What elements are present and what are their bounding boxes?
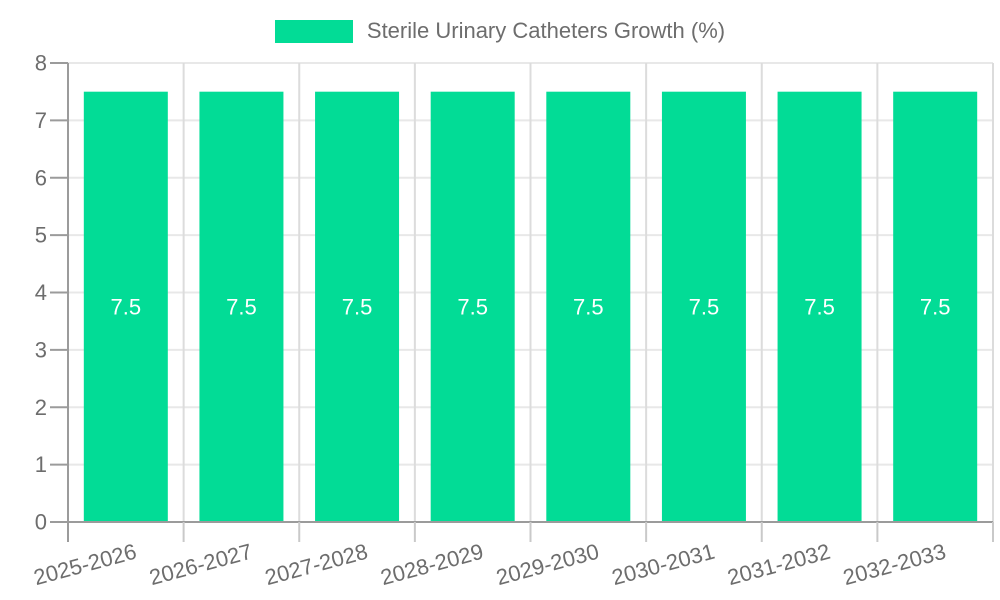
y-tick-label: 7 xyxy=(35,108,47,133)
bar[interactable] xyxy=(315,91,400,522)
bar-value-label: 7.5 xyxy=(342,294,373,319)
x-tick-label: 2026-2027 xyxy=(147,539,255,590)
bar-value-label: 7.5 xyxy=(111,294,142,319)
y-tick-label: 1 xyxy=(35,452,47,477)
bar[interactable] xyxy=(430,91,515,522)
x-tick-label: 2025-2026 xyxy=(31,539,139,590)
x-tick-label: 2028-2029 xyxy=(378,539,486,590)
y-tick-label: 3 xyxy=(35,337,47,362)
bar-value-label: 7.5 xyxy=(573,294,604,319)
chart-legend[interactable]: Sterile Urinary Catheters Growth (%) xyxy=(0,18,1000,44)
y-tick-label: 2 xyxy=(35,395,47,420)
y-tick-label: 4 xyxy=(35,280,47,305)
bar-value-label: 7.5 xyxy=(920,294,951,319)
bar[interactable] xyxy=(199,91,284,522)
legend-swatch xyxy=(274,19,353,43)
x-tick-label: 2027-2028 xyxy=(262,539,370,590)
y-tick-label: 6 xyxy=(35,165,47,190)
bar-value-label: 7.5 xyxy=(689,294,720,319)
x-tick-label: 2032-2033 xyxy=(840,539,948,590)
y-tick-label: 0 xyxy=(35,510,47,535)
bar[interactable] xyxy=(83,91,168,522)
y-tick-label: 8 xyxy=(35,51,47,76)
bar-value-label: 7.5 xyxy=(457,294,488,319)
bar-value-label: 7.5 xyxy=(226,294,257,319)
bar[interactable] xyxy=(546,91,631,522)
bar[interactable] xyxy=(777,91,862,522)
bar[interactable] xyxy=(893,91,978,522)
bar[interactable] xyxy=(661,91,746,522)
x-tick-label: 2030-2031 xyxy=(609,539,717,590)
y-tick-label: 5 xyxy=(35,223,47,248)
x-tick-label: 2031-2032 xyxy=(725,539,833,590)
x-tick-label: 2029-2030 xyxy=(494,539,602,590)
legend-series-label: Sterile Urinary Catheters Growth (%) xyxy=(366,18,726,43)
bar-value-label: 7.5 xyxy=(804,294,835,319)
